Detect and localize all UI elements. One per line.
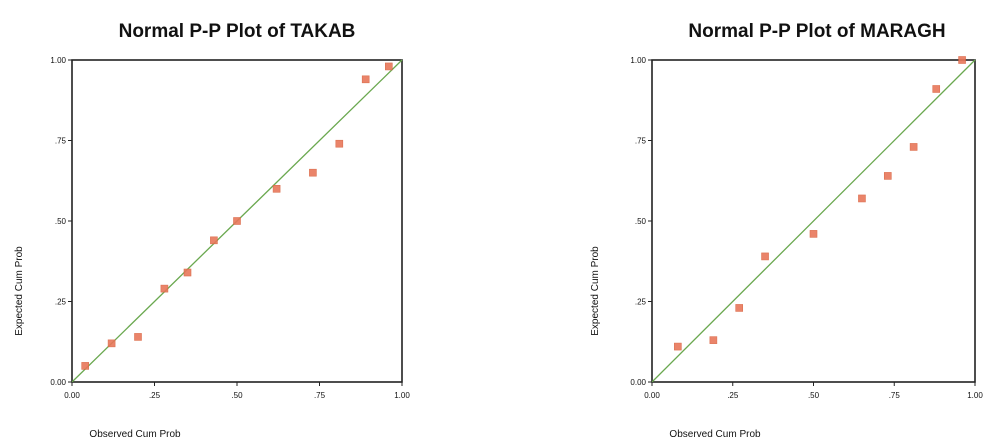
data-point xyxy=(932,85,941,93)
data-point xyxy=(160,284,169,293)
chart-title: Normal P-P Plot of TAKAB xyxy=(119,21,356,42)
x-axis-label: Observed Cum Prob xyxy=(89,429,181,440)
data-point xyxy=(958,56,966,64)
data-point xyxy=(761,252,769,261)
y-tick-label: 0.00 xyxy=(50,378,66,387)
y-tick-label: 1.00 xyxy=(50,56,66,65)
data-point xyxy=(272,185,281,193)
data-point xyxy=(674,342,682,351)
data-point xyxy=(909,143,918,151)
reference-line xyxy=(651,59,976,383)
y-tick-label: 1.00 xyxy=(630,56,646,65)
data-point xyxy=(361,75,370,84)
data-point xyxy=(858,194,866,203)
data-point xyxy=(735,304,744,312)
x-axis-label: Observed Cum Prob xyxy=(669,429,761,440)
y-axis-label: Expected Cum Prob xyxy=(590,246,601,336)
data-point xyxy=(183,268,192,277)
x-tick-label: .25 xyxy=(727,391,739,400)
y-axis-label: Expected Cum Prob xyxy=(14,246,25,336)
y-tick-label: .50 xyxy=(55,217,67,226)
data-point xyxy=(210,236,218,245)
data-point xyxy=(309,168,317,177)
data-point xyxy=(233,217,241,225)
x-tick-label: 1.00 xyxy=(394,391,410,400)
x-tick-label: 0.00 xyxy=(644,391,660,400)
x-tick-label: .25 xyxy=(149,391,161,400)
data-point xyxy=(81,362,89,370)
y-tick-label: .50 xyxy=(635,217,647,226)
y-tick-label: .75 xyxy=(635,137,647,146)
x-tick-label: .50 xyxy=(808,391,820,400)
data-point xyxy=(134,333,142,341)
data-point xyxy=(883,172,892,180)
x-tick-label: 1.00 xyxy=(967,391,983,400)
data-point xyxy=(384,62,393,71)
data-point xyxy=(809,230,818,238)
data-point xyxy=(107,339,116,348)
y-tick-label: .25 xyxy=(635,298,647,307)
y-tick-label: 0.00 xyxy=(630,378,646,387)
x-tick-label: .75 xyxy=(889,391,901,400)
x-tick-label: 0.00 xyxy=(64,391,80,400)
x-tick-label: .50 xyxy=(231,391,243,400)
data-point xyxy=(709,336,718,344)
x-tick-label: .75 xyxy=(314,391,326,400)
chart-title: Normal P-P Plot of MARAGH xyxy=(688,21,945,42)
y-tick-label: .75 xyxy=(55,137,67,146)
data-point xyxy=(335,139,344,148)
y-tick-label: .25 xyxy=(55,298,67,307)
